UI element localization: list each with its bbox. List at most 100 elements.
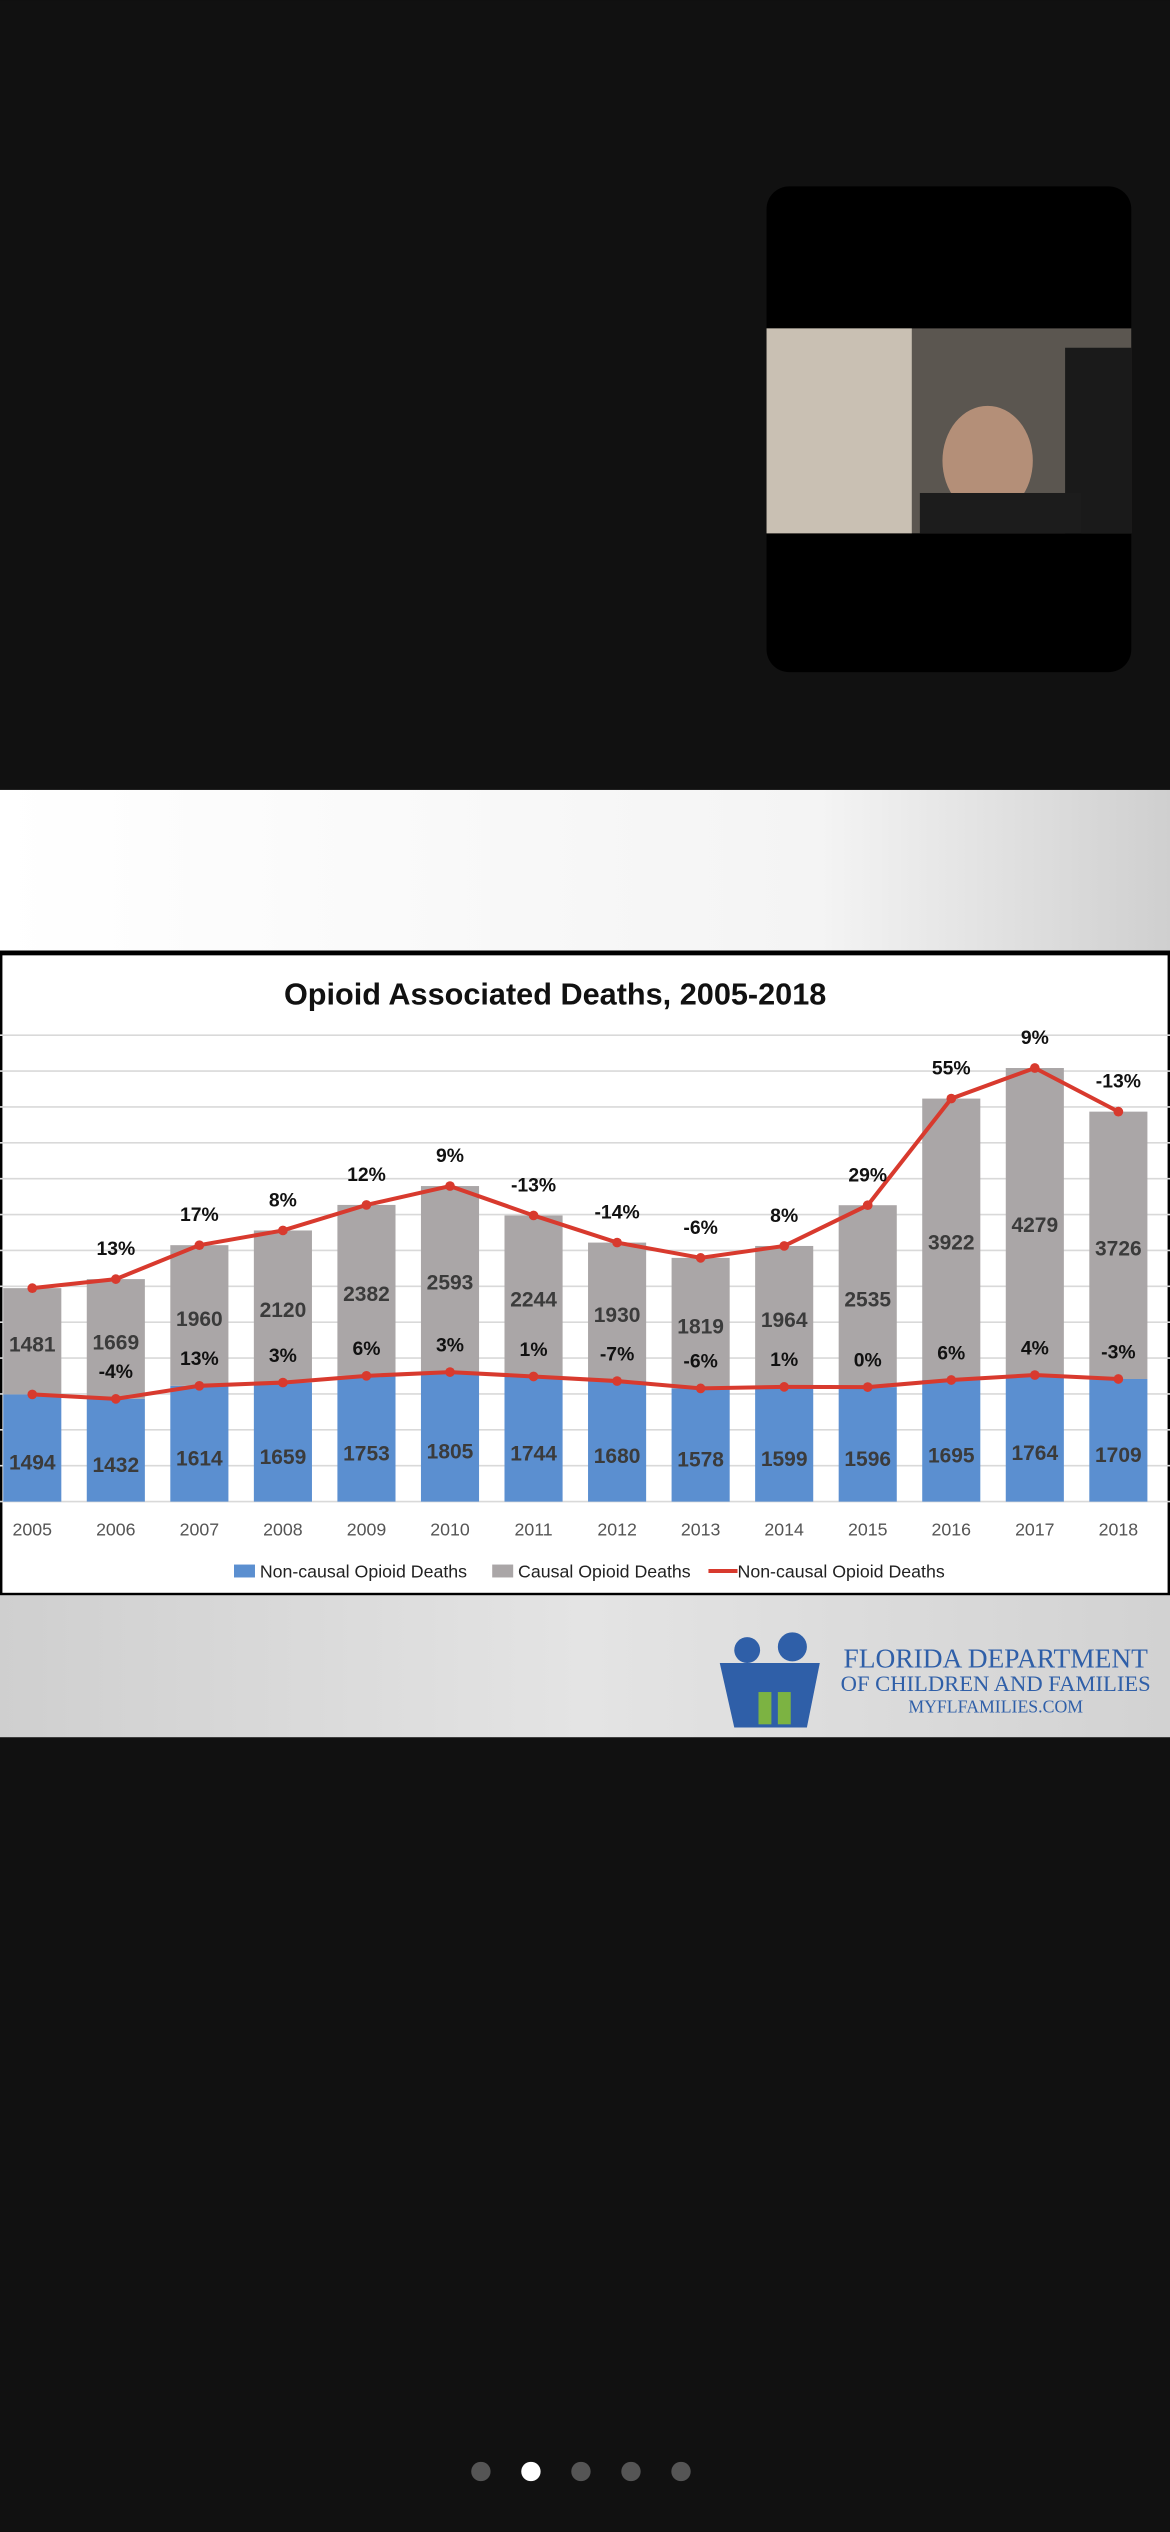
bar-label: 1764 bbox=[1011, 1442, 1058, 1465]
bar-noncausal bbox=[337, 1375, 396, 1502]
legend-label: Causal Opioid Deaths bbox=[518, 1561, 691, 1581]
bar-label: 1614 bbox=[176, 1447, 223, 1470]
total-change-label: 55% bbox=[932, 1058, 971, 1080]
video-blinds bbox=[766, 328, 912, 534]
bar-noncausal bbox=[838, 1387, 897, 1502]
noncausal-marker bbox=[1029, 1370, 1040, 1380]
page-dot[interactable] bbox=[671, 2461, 691, 2482]
bar-noncausal bbox=[588, 1381, 647, 1502]
noncausal-change-label: 13% bbox=[180, 1348, 219, 1370]
bar-causal bbox=[755, 1245, 814, 1387]
bar-label: 1596 bbox=[844, 1448, 891, 1471]
bar-noncausal bbox=[755, 1386, 814, 1502]
noncausal-change-label: 0% bbox=[854, 1349, 882, 1371]
slide-top-band bbox=[0, 789, 1170, 953]
bar-causal bbox=[337, 1204, 396, 1376]
noncausal-marker bbox=[1113, 1374, 1124, 1384]
bar-label: 1744 bbox=[510, 1443, 557, 1466]
x-tick-label: 2013 bbox=[681, 1519, 721, 1539]
x-tick-label: 2011 bbox=[514, 1519, 552, 1539]
total-marker bbox=[278, 1225, 288, 1236]
x-tick-label: 2006 bbox=[96, 1519, 136, 1539]
noncausal-marker bbox=[695, 1383, 706, 1394]
total-marker bbox=[528, 1210, 539, 1221]
bar-label: 2593 bbox=[427, 1271, 474, 1294]
x-tick-label: 2007 bbox=[180, 1519, 220, 1539]
x-tick-label: 2018 bbox=[1099, 1519, 1139, 1539]
total-change-label: -13% bbox=[511, 1175, 556, 1197]
logo-figure bbox=[758, 1692, 772, 1725]
total-change-label: -13% bbox=[1096, 1071, 1141, 1093]
bar-label: 1578 bbox=[677, 1449, 724, 1472]
bar-noncausal bbox=[420, 1372, 480, 1502]
legend-label: Non-causal Opioid Deaths bbox=[738, 1561, 945, 1581]
total-change-label: 29% bbox=[848, 1164, 887, 1186]
bar-noncausal bbox=[504, 1376, 563, 1502]
bar-causal bbox=[504, 1215, 563, 1377]
x-tick-label: 2015 bbox=[848, 1519, 888, 1539]
logo: FLORIDA DEPARTMENT OF CHILDREN AND FAMIL… bbox=[719, 1632, 1151, 1728]
legend-label: Non-causal Opioid Deaths bbox=[260, 1561, 467, 1581]
total-marker bbox=[1029, 1063, 1040, 1073]
x-tick-label: 2005 bbox=[13, 1519, 53, 1539]
bar-label: 2382 bbox=[343, 1283, 390, 1306]
noncausal-line bbox=[32, 1370, 1119, 1401]
noncausal-change-label: -3% bbox=[1101, 1341, 1135, 1363]
total-change-label: 12% bbox=[347, 1164, 386, 1186]
bar-causal bbox=[1005, 1068, 1064, 1376]
bar-label: 1805 bbox=[427, 1441, 474, 1464]
noncausal-change-label: 3% bbox=[269, 1345, 297, 1367]
logo-figure bbox=[777, 1692, 791, 1725]
bar-label: 1964 bbox=[761, 1309, 808, 1332]
total-marker bbox=[695, 1253, 706, 1263]
noncausal-change-label: -7% bbox=[600, 1343, 634, 1365]
video-person bbox=[942, 405, 1033, 516]
noncausal-marker bbox=[361, 1370, 372, 1381]
page-dot[interactable] bbox=[471, 2461, 491, 2482]
bar-causal bbox=[838, 1205, 897, 1388]
bar-label: 2535 bbox=[844, 1289, 891, 1312]
total-change-label: 8% bbox=[770, 1205, 798, 1227]
noncausal-marker bbox=[779, 1382, 790, 1392]
noncausal-marker bbox=[528, 1371, 539, 1382]
total-change-label: 8% bbox=[269, 1190, 297, 1212]
noncausal-marker bbox=[194, 1380, 205, 1391]
bar-causal bbox=[671, 1257, 730, 1389]
logo-figure bbox=[734, 1637, 761, 1663]
bar-label: 1659 bbox=[260, 1446, 307, 1469]
bar-label: 2120 bbox=[260, 1299, 307, 1322]
x-tick-label: 2014 bbox=[764, 1519, 804, 1539]
bar-causal bbox=[420, 1186, 480, 1373]
total-change-label: 9% bbox=[436, 1145, 464, 1167]
noncausal-marker bbox=[110, 1394, 121, 1404]
bar-label: 1432 bbox=[92, 1454, 139, 1477]
chart: Opioid Associated Deaths, 2005-2018 1494… bbox=[0, 978, 1170, 1581]
page-dot[interactable] bbox=[571, 2461, 591, 2482]
x-tick-label: 2008 bbox=[263, 1519, 303, 1539]
total-marker bbox=[361, 1200, 372, 1210]
video-tile[interactable] bbox=[766, 186, 1132, 673]
legend-swatch bbox=[234, 1564, 255, 1578]
bar-causal bbox=[170, 1245, 229, 1386]
bar-causal bbox=[3, 1288, 62, 1395]
bar-noncausal bbox=[3, 1394, 62, 1502]
bar-noncausal bbox=[671, 1388, 730, 1502]
noncausal-change-label: 1% bbox=[520, 1339, 548, 1361]
total-change-label: 13% bbox=[96, 1238, 135, 1260]
x-tick-label: 2012 bbox=[597, 1519, 637, 1539]
noncausal-marker bbox=[862, 1382, 873, 1392]
logo-url: MyFLFamilies.com bbox=[908, 1696, 1083, 1716]
noncausal-change-label: 1% bbox=[770, 1349, 798, 1371]
page-dot[interactable] bbox=[621, 2461, 641, 2482]
x-tick-label: 2016 bbox=[932, 1519, 972, 1539]
bar-label: 3726 bbox=[1095, 1238, 1142, 1261]
bar-label: 2244 bbox=[510, 1288, 557, 1311]
logo-line: FLORIDA DEPARTMENT bbox=[844, 1644, 1149, 1674]
total-marker bbox=[779, 1241, 790, 1251]
bar-causal bbox=[253, 1230, 312, 1383]
noncausal-change-label: -6% bbox=[683, 1351, 717, 1373]
noncausal-change-label: 6% bbox=[937, 1342, 965, 1364]
logo-figure bbox=[777, 1632, 807, 1662]
page-dot-active[interactable] bbox=[521, 2461, 541, 2482]
bar-noncausal bbox=[253, 1382, 312, 1502]
